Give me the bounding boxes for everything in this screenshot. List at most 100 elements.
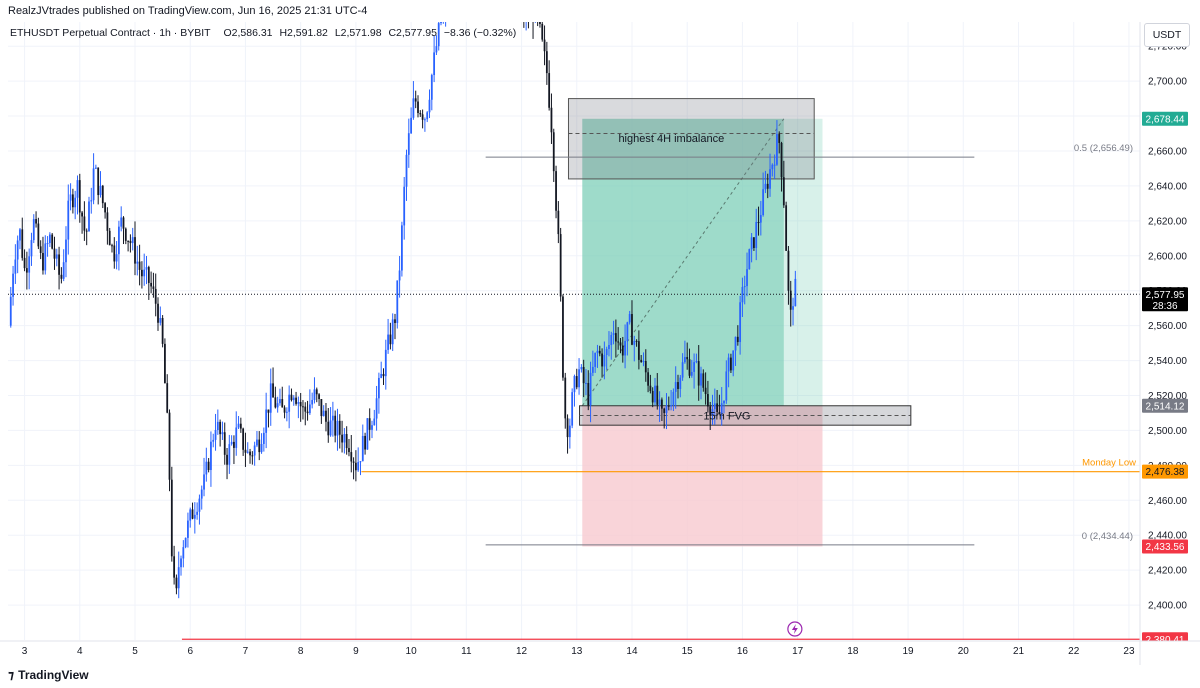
candle-body [373,418,376,426]
candle-body [580,367,583,370]
candle-body [730,357,732,371]
candle-body [212,439,215,442]
candle-body [619,342,622,346]
candle-body [134,237,136,264]
candle-body [205,461,208,475]
candle-body [741,287,744,303]
candle-body [78,180,81,213]
candle-body [412,98,415,118]
candle-body [44,243,47,271]
symbol-title[interactable]: ETHUSDT Perpetual Contract · 1h · BYBIT [10,27,211,39]
candle-body [65,239,67,263]
candle-body [677,382,679,389]
candle-body [759,215,762,223]
candle-body [750,237,753,250]
tradingview-logo-text: TradingView [18,668,89,682]
currency-selector[interactable]: USDT [1144,23,1190,47]
candle-body [410,117,413,134]
candle-body [297,401,300,404]
candle-body [272,383,274,398]
candle-body [219,421,222,435]
candle-body [152,286,155,289]
candle-body [60,274,63,279]
candle-body [262,432,265,445]
price-tick-label: 2,720.00 [1148,42,1187,53]
candle-body [407,133,410,155]
candle-body [357,462,360,471]
candle-body [180,558,182,568]
candle-body [246,451,249,453]
price-tick-label: 2,560.00 [1148,321,1187,332]
candle-body [394,319,396,324]
candle-body [157,303,159,323]
candle-body [566,418,569,438]
candle-body [350,452,353,462]
candle-body [281,399,284,408]
candle-body [700,373,702,386]
candle-body [591,366,594,373]
candle-body [736,336,739,343]
candle-body [578,369,580,388]
candle-body [375,398,378,419]
candle-body [320,399,323,417]
candle-body [382,373,385,377]
candle-body [23,257,26,269]
monday-low-label: Monday Low [1082,458,1136,469]
candle-body [48,234,51,244]
candle-body [660,399,663,409]
candle-body [233,441,235,448]
candle-body [782,177,785,206]
candle-body [129,240,132,244]
candle-body [555,171,557,211]
candle-body [285,411,288,413]
imbalance-label: highest 4H imbalance [618,133,724,145]
low-price-badge-label: 2,380.41 [1146,635,1185,646]
candle-body [371,425,373,430]
stop-price-badge [1142,539,1188,554]
candle-body [164,343,166,384]
candle-body [37,223,40,247]
candle-body [235,427,238,448]
candle-body [435,46,438,53]
candle-body [191,509,194,519]
candle-body [766,183,769,189]
candle-body [564,377,567,419]
time-axis-bg [0,641,1200,665]
candle-body [313,389,316,400]
candle-body [755,222,758,248]
candle-body [136,261,139,264]
candle-body [74,197,77,208]
candle-body [306,411,309,414]
candle-body [403,186,406,226]
candle-body [279,399,281,404]
candle-body [299,401,302,407]
candle-body [575,376,578,388]
candle-body [396,280,399,324]
candle-body [131,237,134,244]
candle-body [624,340,626,356]
candle-body [193,514,196,519]
candle-body [430,75,433,100]
candle-body [598,350,601,354]
target-price-badge [1142,111,1188,126]
tradingview-logo-icon: ⁊ [8,668,15,682]
time-tick-label: 13 [571,646,583,657]
candle-body [778,134,781,143]
candle-body [424,119,426,121]
candle-body [113,245,116,262]
price-tick-label: 2,460.00 [1148,496,1187,507]
candle-body [377,377,380,399]
candle-body [352,461,355,463]
tradingview-logo[interactable]: ⁊ TradingView [8,668,89,682]
candle-body [315,389,318,395]
publisher-line: RealzJVtrades published on TradingView.c… [8,5,368,17]
time-tick-label: 17 [792,646,804,657]
candle-body [743,286,746,288]
candle-body [341,434,343,443]
candle-body [32,219,35,241]
candle-body [198,498,201,512]
candle-body [216,421,219,431]
candle-body [177,567,180,589]
stop-zone [582,405,823,547]
